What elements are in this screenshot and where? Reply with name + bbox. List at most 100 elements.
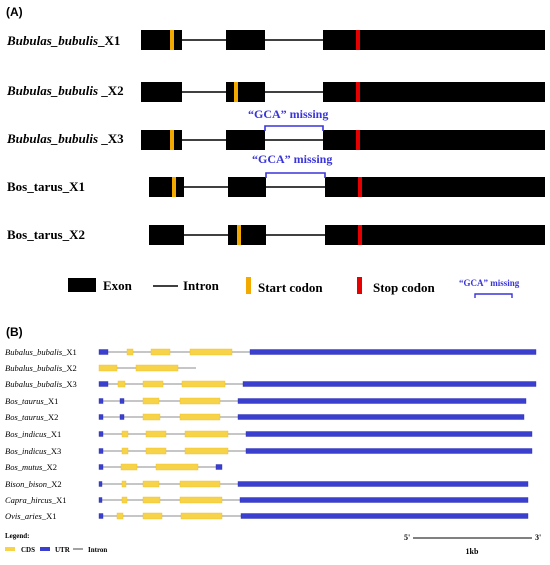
panel-a-label: (A) bbox=[6, 5, 23, 19]
cds-block-3-3 bbox=[142, 380, 164, 388]
legend-intron-b-label: Intron bbox=[88, 546, 107, 554]
transcript-label-b-10: Capra_hircus_X1 bbox=[5, 495, 67, 505]
exon-bubulas-x2-1 bbox=[141, 82, 182, 102]
cds-block-6-2 bbox=[121, 430, 129, 438]
transcript-label-bubulas-x3: Bubulas_bubulis _X3 bbox=[6, 131, 124, 146]
utr-block-6-5 bbox=[245, 431, 533, 437]
cds-block-5-3 bbox=[142, 413, 161, 421]
utr-block-9-5 bbox=[237, 481, 529, 487]
transcript-label-b-9: Bison_bison_X2 bbox=[5, 479, 62, 489]
utr-block-5-5 bbox=[237, 414, 525, 420]
stop-codon-bos-tarus-x2 bbox=[358, 225, 362, 245]
utr-block-6-1 bbox=[98, 431, 104, 437]
utr-block-1-1 bbox=[98, 349, 109, 355]
exon-bubulas-x1-2 bbox=[226, 30, 265, 50]
scale-three-prime: 3' bbox=[535, 533, 541, 542]
cds-block-11-3 bbox=[142, 512, 163, 520]
cds-block-6-3 bbox=[145, 430, 167, 438]
legend-cds-swatch bbox=[5, 547, 15, 551]
legend-intron-label: Intron bbox=[183, 278, 220, 293]
legend-utr-label: UTR bbox=[55, 546, 71, 554]
panel-b-label: (B) bbox=[6, 325, 23, 339]
legend-start-codon-label: Start codon bbox=[258, 280, 323, 295]
utr-block-4-2 bbox=[119, 398, 125, 404]
cds-block-4-4 bbox=[179, 397, 221, 405]
cds-block-7-3 bbox=[145, 447, 167, 455]
utr-block-3-1 bbox=[98, 381, 109, 387]
utr-block-5-1 bbox=[98, 414, 104, 420]
cds-block-1-2 bbox=[126, 348, 134, 356]
utr-block-11-1 bbox=[98, 513, 104, 519]
utr-block-7-5 bbox=[245, 448, 533, 454]
cds-block-9-3 bbox=[142, 480, 160, 488]
gca-missing-bracket-bos-x1 bbox=[265, 172, 326, 178]
legend-b-title: Legend: bbox=[5, 532, 30, 540]
cds-block-9-2 bbox=[121, 480, 127, 488]
transcript-label-b-4: Bos_taurus_X1 bbox=[5, 396, 58, 406]
panel-b-transcript-labels: Bubalus_bubalis_X1 Bubalus_bubalis_X2 Buba… bbox=[5, 347, 77, 521]
legend-utr-swatch bbox=[40, 547, 50, 551]
start-codon-bubulas-x1 bbox=[170, 30, 174, 50]
cds-block-8-3 bbox=[155, 463, 199, 471]
cds-block-7-2 bbox=[121, 447, 129, 455]
stop-codon-bos-tarus-x1 bbox=[358, 177, 362, 197]
legend-start-codon-swatch bbox=[246, 277, 251, 294]
cds-block-8-2 bbox=[120, 463, 138, 471]
transcript-label-b-6: Bos_indicus_X1 bbox=[5, 429, 61, 439]
exon-bubulas-x2-3 bbox=[323, 82, 545, 102]
cds-block-5-4 bbox=[179, 413, 221, 421]
utr-block-4-1 bbox=[98, 398, 104, 404]
transcript-label-bos-tarus-x1: Bos_tarus_X1 bbox=[7, 179, 85, 194]
cds-block-10-2 bbox=[121, 496, 128, 504]
exon-bos-tarus-x1-3 bbox=[325, 177, 545, 197]
transcript-label-b-7: Bos_indicus_X3 bbox=[5, 446, 61, 456]
start-codon-bubulas-x2 bbox=[234, 82, 238, 102]
transcript-label-b-5: Bos_taurus_X2 bbox=[5, 412, 58, 422]
legend-stop-codon-swatch bbox=[357, 277, 362, 294]
utr-block-8-4 bbox=[215, 464, 223, 470]
exon-bubulas-x2-2 bbox=[226, 82, 265, 102]
cds-block-11-4 bbox=[180, 512, 223, 520]
utr-block-5-2 bbox=[119, 414, 125, 420]
exon-bos-tarus-x1-2 bbox=[228, 177, 266, 197]
panel-a-gene-tracks bbox=[141, 30, 545, 245]
cds-block-4-3 bbox=[142, 397, 160, 405]
cds-block-6-4 bbox=[184, 430, 229, 438]
exon-bubulas-x1-1 bbox=[141, 30, 182, 50]
start-codon-bos-tarus-x1 bbox=[172, 177, 176, 197]
exon-bubulas-x1-3 bbox=[323, 30, 545, 50]
stop-codon-bubulas-x1 bbox=[356, 30, 360, 50]
utr-block-4-5 bbox=[237, 398, 527, 404]
transcript-label-b-2: Bubalus_bubalis_X2 bbox=[5, 363, 77, 373]
utr-block-1-5 bbox=[249, 349, 537, 355]
exon-bos-tarus-x1-1 bbox=[149, 177, 184, 197]
gca-missing-label-bos-x1: “GCA” missing bbox=[252, 152, 332, 166]
transcript-label-b-11: Ovis_aries_X1 bbox=[5, 511, 56, 521]
transcript-label-bos-tarus-x2: Bos_tarus_X2 bbox=[7, 227, 85, 242]
cds-block-11-2 bbox=[116, 512, 124, 520]
cds-block-9-4 bbox=[179, 480, 221, 488]
utr-block-7-1 bbox=[98, 448, 104, 454]
transcript-label-bubulas-x2: Bubulas_bubulis _X2 bbox=[6, 83, 124, 98]
cds-block-10-3 bbox=[142, 496, 161, 504]
utr-block-11-5 bbox=[240, 513, 529, 519]
scale-five-prime: 5' bbox=[404, 533, 410, 542]
cds-block-3-2 bbox=[117, 380, 126, 388]
start-codon-bos-tarus-x2 bbox=[237, 225, 241, 245]
exon-bubulas-x3-2 bbox=[226, 130, 265, 150]
legend-gca-missing-bracket bbox=[474, 293, 513, 298]
legend-exon-label: Exon bbox=[103, 278, 133, 293]
transcript-label-b-8: Bos_mutus_X2 bbox=[5, 462, 57, 472]
utr-block-3-5 bbox=[242, 381, 537, 387]
utr-block-10-5 bbox=[239, 497, 529, 503]
transcript-label-bubulas-x1: Bubulas_bubulis_X1 bbox=[6, 33, 120, 48]
exon-bubulas-x3-3 bbox=[323, 130, 545, 150]
exon-bubulas-x3-1 bbox=[141, 130, 182, 150]
cds-block-2-2 bbox=[135, 364, 179, 372]
legend-stop-codon-label: Stop codon bbox=[373, 280, 436, 295]
cds-block-2-1 bbox=[98, 364, 118, 372]
start-codon-bubulas-x3 bbox=[170, 130, 174, 150]
exon-bos-tarus-x2-2 bbox=[228, 225, 266, 245]
exon-bos-tarus-x2-1 bbox=[149, 225, 184, 245]
